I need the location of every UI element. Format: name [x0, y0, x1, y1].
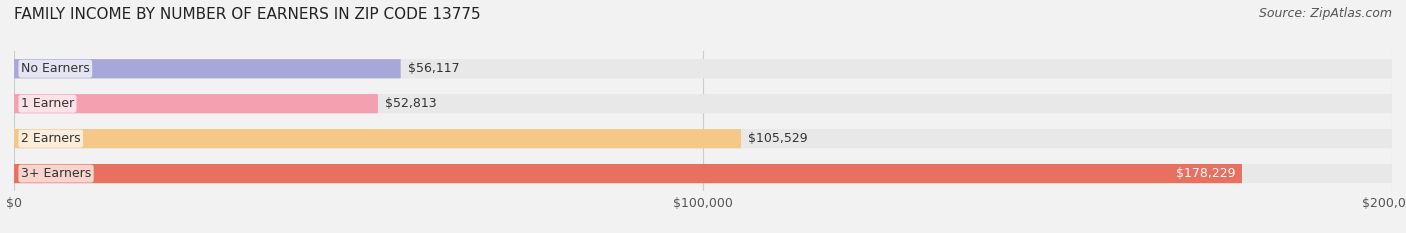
Text: $56,117: $56,117	[408, 62, 460, 75]
Text: $52,813: $52,813	[385, 97, 436, 110]
Text: Source: ZipAtlas.com: Source: ZipAtlas.com	[1258, 7, 1392, 20]
Text: 3+ Earners: 3+ Earners	[21, 167, 91, 180]
FancyBboxPatch shape	[14, 129, 1392, 148]
FancyBboxPatch shape	[14, 59, 1392, 78]
FancyBboxPatch shape	[14, 164, 1392, 183]
FancyBboxPatch shape	[14, 94, 1392, 113]
Text: 2 Earners: 2 Earners	[21, 132, 80, 145]
Text: 1 Earner: 1 Earner	[21, 97, 75, 110]
FancyBboxPatch shape	[14, 59, 401, 78]
Text: $105,529: $105,529	[748, 132, 807, 145]
Text: No Earners: No Earners	[21, 62, 90, 75]
FancyBboxPatch shape	[14, 94, 378, 113]
FancyBboxPatch shape	[14, 129, 741, 148]
Text: $178,229: $178,229	[1175, 167, 1234, 180]
Text: FAMILY INCOME BY NUMBER OF EARNERS IN ZIP CODE 13775: FAMILY INCOME BY NUMBER OF EARNERS IN ZI…	[14, 7, 481, 22]
FancyBboxPatch shape	[14, 164, 1241, 183]
